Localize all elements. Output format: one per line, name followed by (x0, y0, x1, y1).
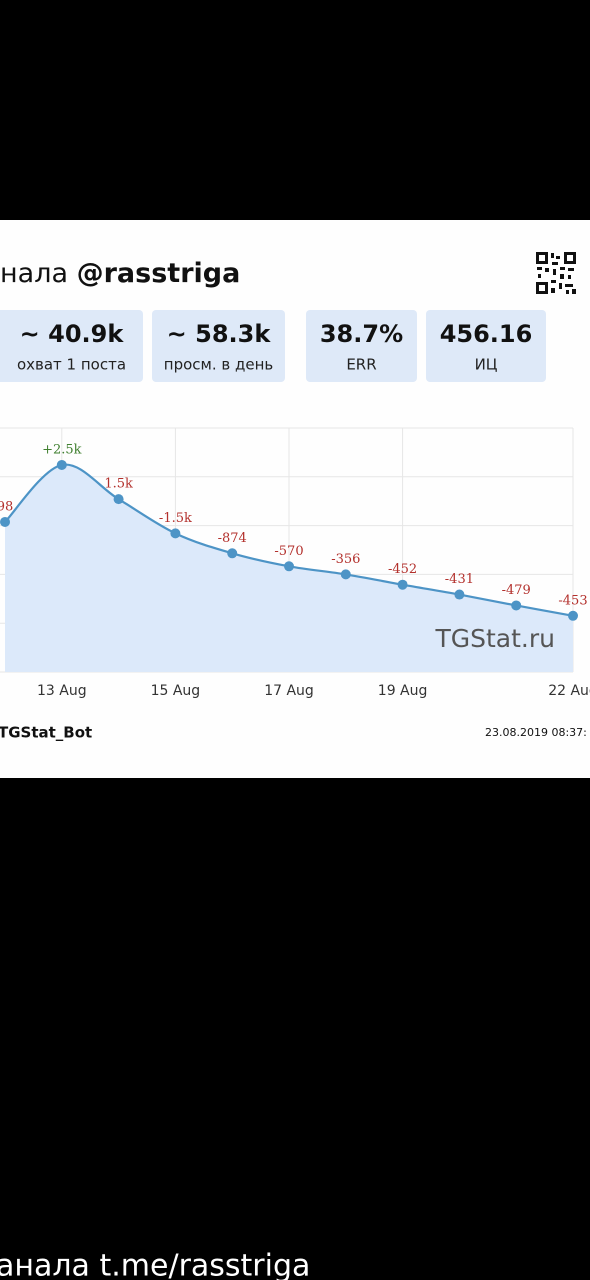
stat-card (306, 310, 417, 382)
point (227, 548, 238, 559)
data-label: -453 (558, 593, 587, 608)
data-label: -356 (331, 552, 360, 567)
point (113, 494, 124, 505)
stat-card (152, 310, 285, 382)
stat-label: просм. в день (164, 356, 273, 374)
stat-label: ERR (346, 356, 376, 374)
timestamp: 23.08.2019 08:37: (485, 726, 587, 739)
stat-card (0, 310, 143, 382)
data-label: -874 (218, 531, 247, 546)
title: нала @rasstriga (0, 258, 240, 289)
x-tick-label: 13 Aug (37, 683, 87, 699)
caption: анала t.me/rasstriga (0, 1249, 310, 1280)
point (340, 569, 351, 580)
point (454, 589, 465, 600)
stat-value: 456.16 (440, 320, 533, 348)
qr-code (536, 252, 576, 294)
x-tick-label: 22 Aug (548, 683, 590, 699)
stat-value: ~ 40.9k (20, 320, 125, 348)
data-label: 1.5k (104, 477, 133, 492)
x-tick-label: 15 Aug (151, 683, 201, 699)
watermark: TGStat.ru (434, 624, 555, 653)
stat-value: ~ 58.3k (167, 320, 272, 348)
line (4, 463, 574, 617)
data-label: +2.5k (42, 442, 82, 457)
stat-value: 38.7% (320, 320, 403, 348)
title-prefix: нала (0, 258, 68, 289)
data-label: -431 (445, 572, 474, 587)
data-label: -1.5k (159, 511, 192, 526)
point (56, 459, 67, 470)
point (397, 579, 408, 590)
bot-name: TGStat_Bot (0, 724, 92, 742)
x-tick-label: 17 Aug (264, 683, 314, 699)
chart: 13 Aug 15 Aug 17 Aug 19 Aug 22 Aug TGStat.ru 9… (0, 427, 590, 699)
x-tick-label: 19 Aug (378, 683, 428, 699)
point (170, 528, 181, 539)
stat-label: ИЦ (475, 356, 498, 374)
data-label: 98 (0, 499, 13, 514)
point (568, 610, 578, 621)
stats: ~ 40.9k охват 1 поста ~ 58.3k просм. в день… (0, 310, 546, 382)
stat-card (426, 310, 546, 382)
data-label: -452 (388, 562, 417, 577)
data-label: -570 (274, 544, 303, 559)
point (511, 600, 522, 611)
point (284, 561, 294, 572)
point (0, 516, 10, 527)
stat-label: охват 1 поста (17, 356, 126, 374)
channel: @rasstriga (77, 258, 241, 289)
data-label: -479 (502, 583, 531, 598)
